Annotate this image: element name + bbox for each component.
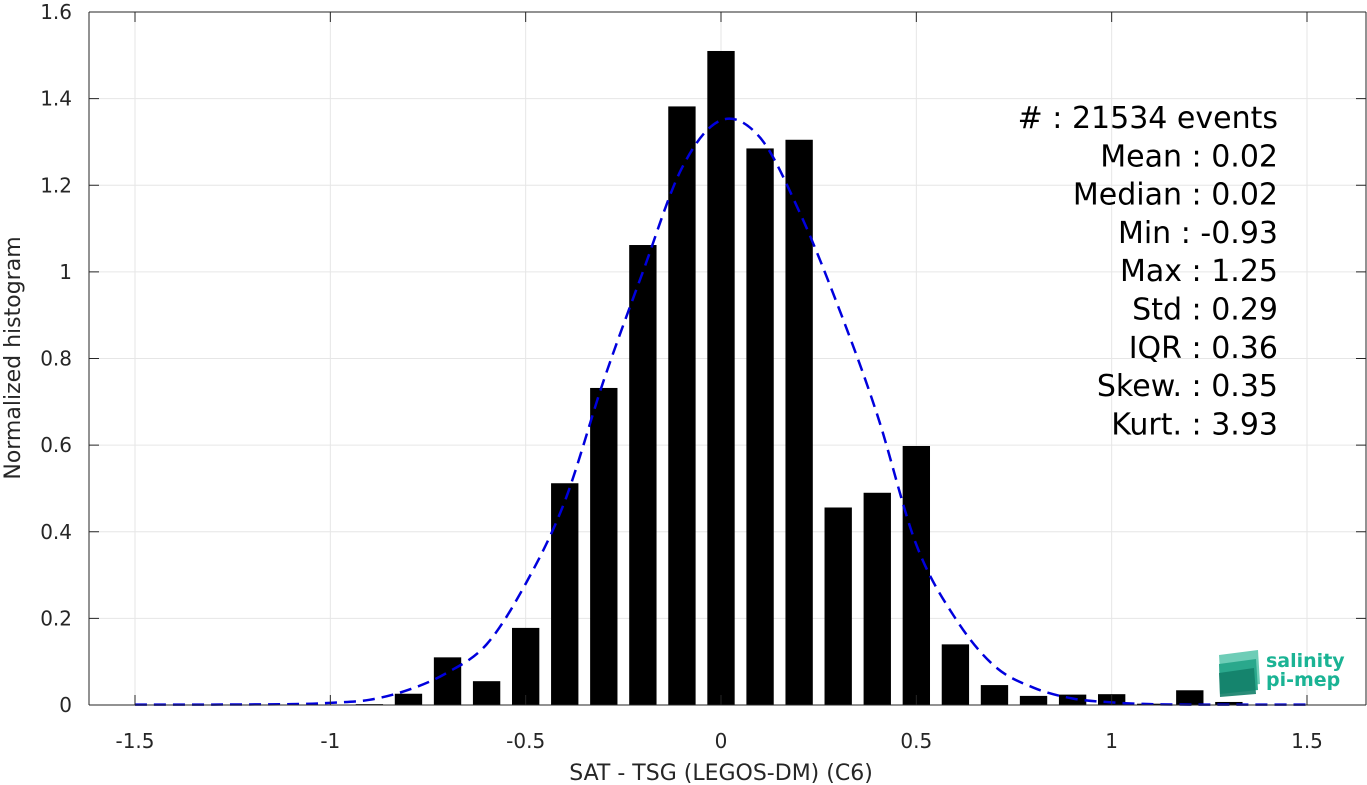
histogram-bar xyxy=(629,245,657,706)
fit-curve-layer xyxy=(134,117,1307,706)
y-tick-label: 1.4 xyxy=(40,87,72,111)
stat-line: Skew. : 0.35 xyxy=(1097,369,1278,404)
stat-line: Median : 0.02 xyxy=(1073,178,1278,213)
histogram-bar xyxy=(902,445,931,705)
stat-line: Min : -0.93 xyxy=(1118,216,1278,251)
x-tick-label: -0.5 xyxy=(506,729,545,753)
histogram-bar xyxy=(394,693,423,705)
histogram-bar xyxy=(551,483,579,705)
logo-wave-icon xyxy=(1219,650,1260,697)
histogram-bar xyxy=(668,106,696,705)
y-tick-label: 0 xyxy=(59,693,72,717)
histogram-bar xyxy=(590,387,618,705)
y-tick-label: 0.2 xyxy=(40,606,72,630)
stat-line: # : 21534 events xyxy=(1018,101,1278,136)
histogram-bar xyxy=(1019,695,1048,705)
y-tick-label: 0.4 xyxy=(40,520,72,544)
histogram-bar xyxy=(433,657,462,705)
fit-curve-line xyxy=(134,117,1307,706)
histogram-bar xyxy=(746,148,774,705)
y-tick-label: 1.6 xyxy=(40,0,72,24)
histogram-bar xyxy=(511,627,540,705)
x-axis-title: SAT - TSG (LEGOS-DM) (C6) xyxy=(569,761,873,785)
histogram-bars xyxy=(355,50,1243,706)
x-tick-label: 1 xyxy=(1105,729,1118,753)
stat-line: Max : 1.25 xyxy=(1120,254,1278,289)
histogram-bar xyxy=(1058,694,1087,705)
salinity-pi-mep-logo: salinity pi-mep xyxy=(1219,650,1345,697)
histogram-bar xyxy=(980,685,1009,705)
logo-line-1: salinity xyxy=(1266,650,1345,672)
stat-line: IQR : 0.36 xyxy=(1129,331,1278,366)
x-tick-labels: -1.5 -1 -0.5 0 0.5 1 1.5 xyxy=(115,729,1322,753)
x-tick-label: 0.5 xyxy=(900,729,932,753)
stat-line: Mean : 0.02 xyxy=(1100,139,1278,174)
axes xyxy=(88,11,1367,706)
stat-line: Kurt. : 3.93 xyxy=(1111,407,1278,442)
y-tick-label: 1 xyxy=(59,260,72,284)
logo-line-2: pi-mep xyxy=(1266,669,1340,691)
histogram-bar xyxy=(472,681,501,705)
histogram-bar xyxy=(785,139,813,706)
y-tick-labels: 0 0.2 0.4 0.6 0.8 1 1.2 1.4 1.6 xyxy=(40,0,72,717)
y-tick-label: 1.2 xyxy=(40,173,72,197)
y-tick-label: 0.8 xyxy=(40,347,72,371)
histogram-bar xyxy=(1176,690,1204,705)
histogram-bar xyxy=(941,644,970,705)
y-axis-title: Normalized histogram xyxy=(1,236,26,479)
histogram-bar xyxy=(863,492,891,705)
x-tick-label: 1.5 xyxy=(1291,729,1323,753)
histogram-bar xyxy=(707,50,735,705)
x-tick-label: -1 xyxy=(320,729,340,753)
stat-line: Std : 0.29 xyxy=(1132,293,1278,328)
x-tick-label: 0 xyxy=(715,729,728,753)
y-tick-label: 0.6 xyxy=(40,433,72,457)
histogram-bar xyxy=(824,507,852,705)
x-tick-label: -1.5 xyxy=(115,729,154,753)
